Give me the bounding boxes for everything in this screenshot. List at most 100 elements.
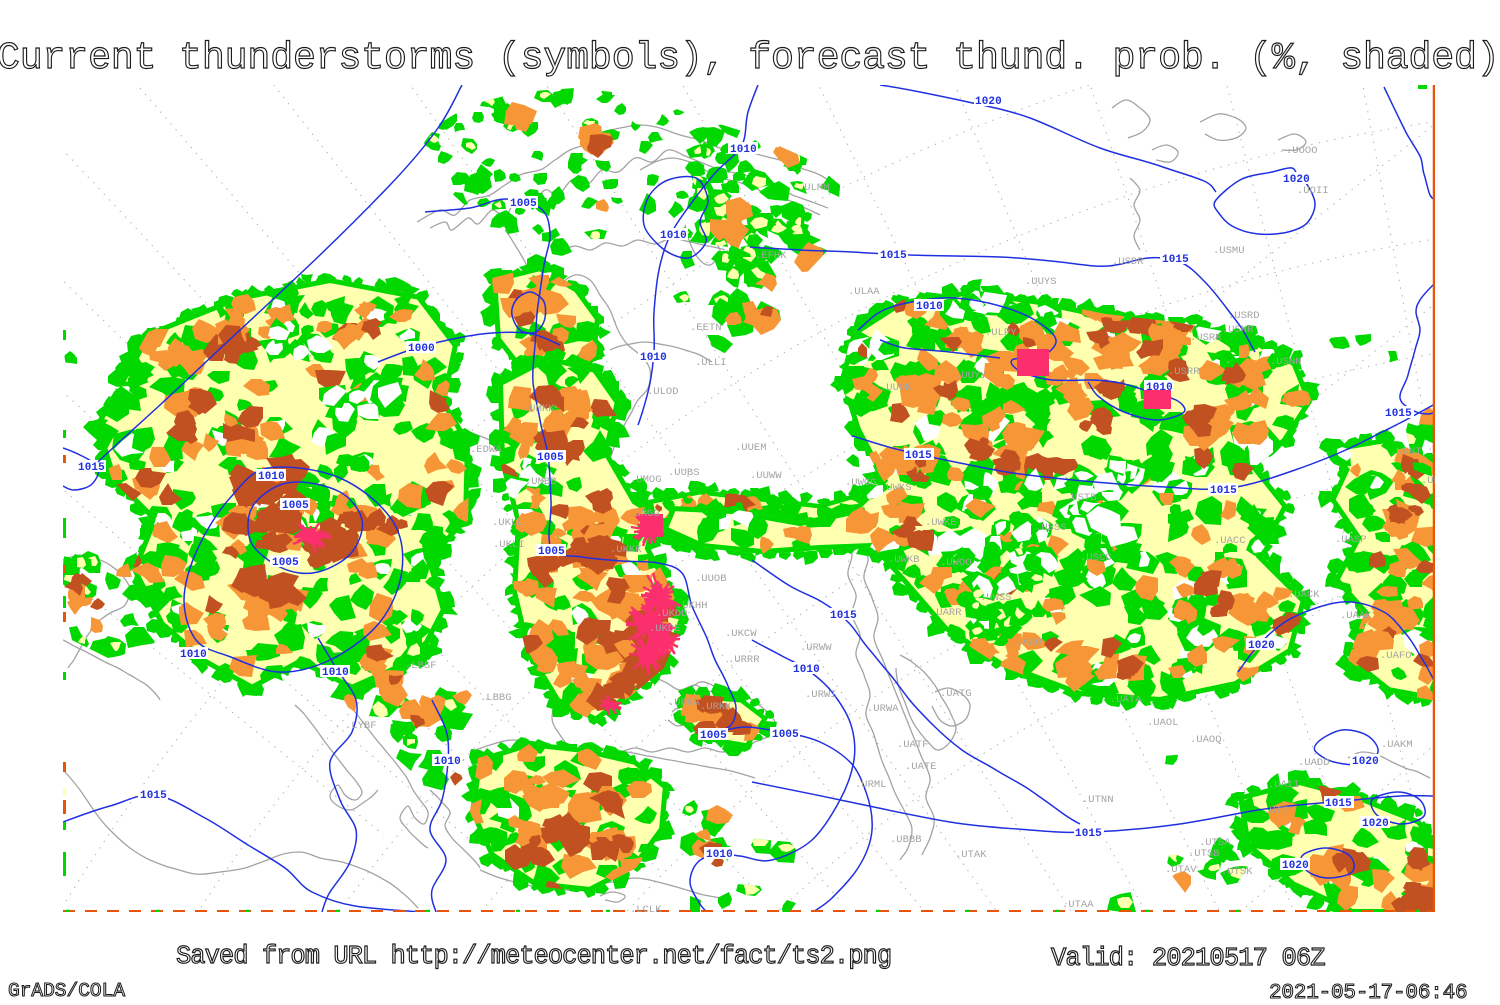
svg-text:.EFHK: .EFHK	[755, 250, 787, 262]
svg-text:.UWSS: .UWSS	[980, 592, 1012, 604]
svg-text:1020: 1020	[1362, 818, 1389, 830]
svg-text:1005: 1005	[272, 557, 299, 569]
svg-text:.UAFO: .UAFO	[1380, 650, 1412, 662]
svg-text:1005: 1005	[772, 729, 799, 741]
svg-text:.UWOO: .UWOO	[940, 557, 972, 569]
svg-text:.UKCW: .UKCW	[725, 628, 757, 640]
svg-text:.USCC: .USCC	[1080, 552, 1112, 564]
svg-text:.UATA: .UATA	[1110, 694, 1142, 706]
svg-text:1010: 1010	[730, 144, 757, 156]
svg-text:.USSS: .USSS	[1035, 522, 1067, 534]
svg-text:.URKA: .URKA	[668, 697, 700, 709]
svg-text:1010: 1010	[434, 756, 461, 768]
svg-text:.UATG: .UATG	[940, 688, 972, 700]
svg-text:.URRR: .URRR	[728, 654, 760, 666]
svg-text:.ULLI: .ULLI	[695, 357, 727, 369]
svg-text:.UTSA: .UTSA	[1199, 837, 1231, 849]
svg-text:1020: 1020	[1283, 174, 1310, 186]
svg-text:1020: 1020	[1282, 860, 1309, 872]
svg-text:.UACC: .UACC	[1214, 535, 1246, 547]
svg-text:.UWKS: .UWKS	[880, 482, 912, 494]
svg-text:1015: 1015	[1162, 254, 1189, 266]
svg-text:.USMU: .USMU	[1213, 245, 1245, 257]
svg-text:.UADD: .UADD	[1298, 757, 1330, 769]
svg-text:.URML: .URML	[855, 779, 887, 791]
svg-text:.UUOK: .UUOK	[880, 382, 912, 394]
svg-text:.UTSB: .UTSB	[1188, 848, 1220, 860]
svg-text:1005: 1005	[510, 198, 537, 210]
svg-text:1005: 1005	[537, 452, 564, 464]
svg-text:.UOOO: .UOOO	[1286, 145, 1318, 157]
svg-text:.UTAA: .UTAA	[1062, 899, 1094, 911]
svg-text:1015: 1015	[1210, 485, 1237, 497]
svg-text:1010: 1010	[322, 667, 349, 679]
svg-text:.UNBB: .UNBB	[1421, 475, 1453, 487]
svg-text:1015: 1015	[905, 450, 932, 462]
svg-text:1005: 1005	[700, 730, 727, 742]
svg-text:.EDWA: .EDWA	[470, 444, 502, 456]
svg-text:1015: 1015	[1325, 798, 1352, 810]
svg-text:.UMGG: .UMGG	[628, 508, 660, 520]
svg-text:.UARR: .UARR	[930, 607, 962, 619]
svg-text:.UTNN: .UTNN	[1082, 794, 1114, 806]
svg-text:.USNR: .USNR	[1222, 324, 1254, 336]
svg-text:1000: 1000	[408, 343, 435, 355]
svg-text:1020: 1020	[975, 96, 1002, 108]
svg-text:.ULMM: .ULMM	[798, 182, 830, 194]
svg-text:.UAOQ: .UAOQ	[1190, 734, 1222, 746]
svg-text:.UAKM: .UAKM	[1381, 739, 1413, 751]
svg-text:.UOII: .UOII	[1297, 185, 1329, 197]
svg-text:.UKDE: .UKDE	[649, 623, 681, 635]
svg-text:.USRK: .USRK	[1190, 332, 1222, 344]
svg-text:1015: 1015	[830, 610, 857, 622]
svg-text:.UKHH: .UKHH	[676, 600, 708, 612]
svg-text:1010: 1010	[258, 471, 285, 483]
svg-text:.UMBB: .UMBB	[525, 476, 557, 488]
svg-text:.UTAV: .UTAV	[1165, 864, 1197, 876]
svg-text:1005: 1005	[282, 500, 309, 512]
svg-text:1010: 1010	[640, 352, 667, 364]
svg-text:1010: 1010	[916, 301, 943, 313]
svg-text:1010: 1010	[793, 664, 820, 676]
svg-text:.USRD: .USRD	[1228, 310, 1260, 322]
svg-text:.UNNT: .UNNT	[1390, 446, 1422, 458]
svg-text:.USTB: .USTB	[1065, 492, 1097, 504]
svg-text:.UWKB: .UWKB	[888, 554, 920, 566]
svg-text:1010: 1010	[706, 849, 733, 861]
svg-text:.UMOG: .UMOG	[630, 474, 662, 486]
svg-text:.UAII: .UAII	[1268, 779, 1300, 791]
svg-text:.UMKK: .UMKK	[523, 403, 555, 415]
svg-text:.UAAK: .UAAK	[1340, 610, 1372, 622]
svg-text:.UKDD: .UKDD	[656, 608, 688, 620]
svg-text:1010: 1010	[660, 230, 687, 242]
svg-text:1020: 1020	[1248, 640, 1275, 652]
svg-text:.LBSF: .LBSF	[405, 660, 437, 672]
svg-text:1015: 1015	[880, 250, 907, 262]
svg-text:1015: 1015	[78, 462, 105, 474]
svg-text:.UKKK: .UKKK	[610, 544, 642, 556]
svg-text:.UACK: .UACK	[1288, 589, 1320, 601]
svg-text:.EETN: .EETN	[690, 322, 722, 334]
svg-text:.URWA: .URWA	[867, 703, 899, 715]
svg-text:.LBBG: .LBBG	[480, 692, 512, 704]
svg-text:.UKLI: .UKLI	[493, 539, 525, 551]
svg-text:1020: 1020	[1352, 756, 1379, 768]
svg-text:.UTTT: .UTTT	[1263, 805, 1295, 817]
svg-text:.UUYY: .UUYY	[955, 370, 987, 382]
svg-text:1015: 1015	[1385, 408, 1412, 420]
svg-text:.UUBS: .UUBS	[668, 467, 700, 479]
svg-text:.UWKE: .UWKE	[925, 517, 957, 529]
svg-text:1005: 1005	[538, 546, 565, 558]
svg-text:1015: 1015	[140, 790, 167, 802]
svg-text:1015: 1015	[1075, 828, 1102, 840]
svg-text:.UATE: .UATE	[905, 761, 937, 773]
svg-text:.LYBF: .LYBF	[345, 720, 377, 732]
svg-text:.USRR: .USRR	[1168, 366, 1200, 378]
svg-text:.UUYS: .UUYS	[1025, 276, 1057, 288]
svg-text:.UUEM: .UUEM	[735, 442, 767, 454]
svg-text:.UBBB: .UBBB	[890, 834, 922, 846]
svg-text:.UASP: .UASP	[1335, 534, 1367, 546]
svg-text:.UWGG: .UWGG	[845, 477, 877, 489]
svg-text:.UTSK: .UTSK	[1221, 866, 1253, 878]
svg-text:.UUWW: .UUWW	[750, 470, 782, 482]
